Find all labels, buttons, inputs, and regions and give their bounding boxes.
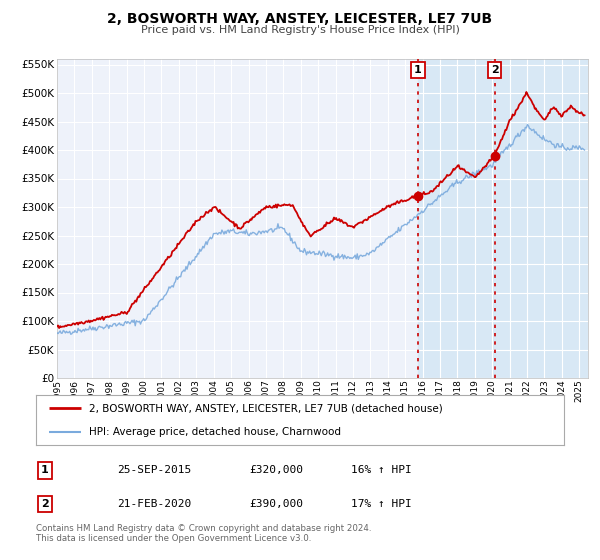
Text: £390,000: £390,000 <box>249 499 303 509</box>
Text: 17% ↑ HPI: 17% ↑ HPI <box>351 499 412 509</box>
Text: 16% ↑ HPI: 16% ↑ HPI <box>351 465 412 475</box>
Text: 25-SEP-2015: 25-SEP-2015 <box>117 465 191 475</box>
Text: 2: 2 <box>491 65 499 75</box>
Text: 2, BOSWORTH WAY, ANSTEY, LEICESTER, LE7 7UB (detached house): 2, BOSWORTH WAY, ANSTEY, LEICESTER, LE7 … <box>89 403 443 413</box>
Bar <box>418 59 588 378</box>
Text: HPI: Average price, detached house, Charnwood: HPI: Average price, detached house, Char… <box>89 427 341 437</box>
Text: 21-FEB-2020: 21-FEB-2020 <box>117 499 191 509</box>
Text: Contains HM Land Registry data © Crown copyright and database right 2024.: Contains HM Land Registry data © Crown c… <box>36 524 371 533</box>
Text: Price paid vs. HM Land Registry's House Price Index (HPI): Price paid vs. HM Land Registry's House … <box>140 25 460 35</box>
Text: 2: 2 <box>41 499 49 509</box>
Text: 1: 1 <box>414 65 422 75</box>
Text: 2, BOSWORTH WAY, ANSTEY, LEICESTER, LE7 7UB: 2, BOSWORTH WAY, ANSTEY, LEICESTER, LE7 … <box>107 12 493 26</box>
Text: 1: 1 <box>41 465 49 475</box>
Text: £320,000: £320,000 <box>249 465 303 475</box>
Text: This data is licensed under the Open Government Licence v3.0.: This data is licensed under the Open Gov… <box>36 534 311 543</box>
